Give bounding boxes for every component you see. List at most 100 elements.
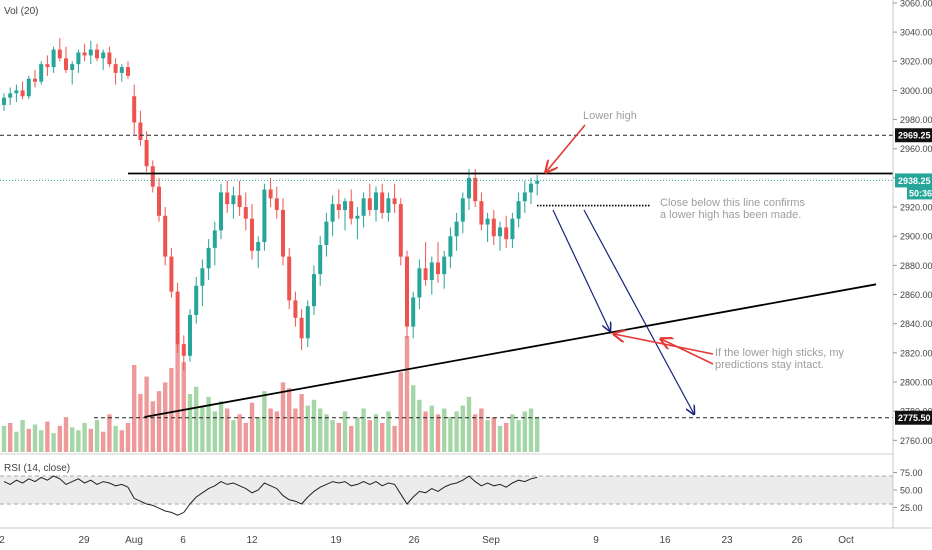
volume-bar [485, 420, 490, 452]
volume-bar [479, 408, 484, 452]
candle-body [485, 218, 490, 225]
volume-bar [386, 411, 391, 452]
price-tick-label: 2860.00 [900, 290, 932, 300]
candle-body [26, 78, 31, 97]
volume-bar [107, 414, 112, 452]
time-tick-label: 2 [0, 535, 5, 546]
candle-body [473, 177, 478, 202]
price-tick-label: 2880.00 [900, 261, 932, 271]
candle-body [51, 49, 56, 68]
volume-bar [268, 408, 273, 452]
candle-body [188, 314, 192, 356]
volume-bar [355, 417, 360, 452]
volume-bars [1, 336, 540, 452]
volume-bar [491, 417, 496, 452]
volume-bar [336, 423, 341, 452]
rsi-tick-label: 25.00 [900, 503, 923, 513]
candle-body [231, 195, 236, 205]
volume-bar [330, 420, 335, 452]
rsi-line [3, 475, 538, 516]
price-tick-label: 2980.00 [900, 115, 932, 125]
candle-body [330, 204, 335, 222]
candle-body [200, 268, 205, 286]
rsi-panel: 75.00 50.00 25.00 [0, 453, 923, 516]
volume-bar [194, 386, 199, 452]
candle-body [219, 192, 223, 231]
volume-bar [367, 420, 372, 452]
volume-bar [510, 414, 515, 452]
volume-bar [528, 408, 534, 452]
volume-bar [150, 401, 155, 452]
candle-body [113, 64, 118, 73]
candle-body [336, 204, 341, 210]
drawings [0, 124, 893, 419]
volume-bar [163, 382, 168, 452]
volume-bar [218, 401, 224, 452]
price-tick-label: 2820.00 [900, 348, 932, 358]
candle-body [386, 198, 391, 213]
price-tick-label: 2960.00 [900, 144, 932, 154]
candle-body [268, 189, 273, 199]
candle-body [312, 274, 316, 307]
candle-body [380, 192, 385, 213]
candle-body [237, 195, 242, 208]
volume-bar [460, 405, 465, 452]
volume-bar [398, 372, 403, 452]
time-axis: 2 29 Aug 6 12 19 26 Sep 9 16 23 26 Oct [0, 527, 932, 546]
candle-body [423, 268, 428, 280]
volume-bar [82, 423, 87, 452]
candle-body [107, 52, 112, 65]
time-tick-label: 29 [78, 535, 90, 546]
annotation-close-below-line1: Close below this line confirms [660, 197, 805, 209]
volume-bar [299, 394, 304, 452]
price-tick-label: 3040.00 [900, 28, 932, 38]
candle-body [287, 256, 292, 301]
time-tick-label: 23 [721, 535, 733, 546]
candle-body [479, 201, 484, 225]
volume-bar [349, 425, 354, 452]
volume-bar [94, 420, 100, 452]
red-arrow-to-trendline-1 [614, 334, 714, 355]
candle-body [516, 201, 521, 219]
volume-indicator-label: Vol (20) [4, 6, 38, 17]
last-price-badge-bg [895, 173, 932, 188]
volume-bar [175, 343, 180, 452]
candle-body [274, 198, 279, 210]
time-tick-label: 6 [180, 535, 186, 546]
volume-bar [169, 367, 174, 452]
volume-bar [32, 424, 38, 452]
candle-body [225, 192, 230, 205]
volume-bar [88, 428, 93, 452]
volume-bar [454, 411, 459, 452]
candle-body [181, 344, 186, 356]
volume-bar [404, 336, 410, 452]
time-tick-label: Aug [125, 535, 143, 546]
volume-bar [26, 428, 31, 452]
candle-body [349, 201, 354, 219]
candle-body [374, 192, 378, 210]
candle-body [522, 192, 527, 202]
candle-body [64, 58, 68, 70]
candle-body [8, 93, 13, 98]
candle-body [82, 52, 87, 56]
candle-body [467, 177, 471, 199]
volume-bar [187, 394, 193, 452]
volume-bar [324, 414, 329, 452]
volume-bar [535, 417, 540, 452]
candle-body [157, 186, 161, 216]
volume-bar [45, 421, 50, 452]
volume-bar [181, 362, 186, 452]
candle-body [126, 67, 130, 76]
price-tick-label: 2800.00 [900, 378, 932, 388]
candle-body [132, 96, 137, 123]
time-tick-label: Oct [838, 535, 854, 546]
volume-bar [231, 420, 236, 452]
price-tick-label: 2900.00 [900, 232, 932, 242]
volume-bar [138, 394, 143, 452]
candle-body [324, 221, 329, 245]
candle-body [57, 49, 62, 59]
candle-body [144, 139, 149, 167]
volume-bar [504, 423, 509, 452]
time-tick-label: Sep [482, 535, 500, 546]
candle-body [250, 218, 254, 251]
